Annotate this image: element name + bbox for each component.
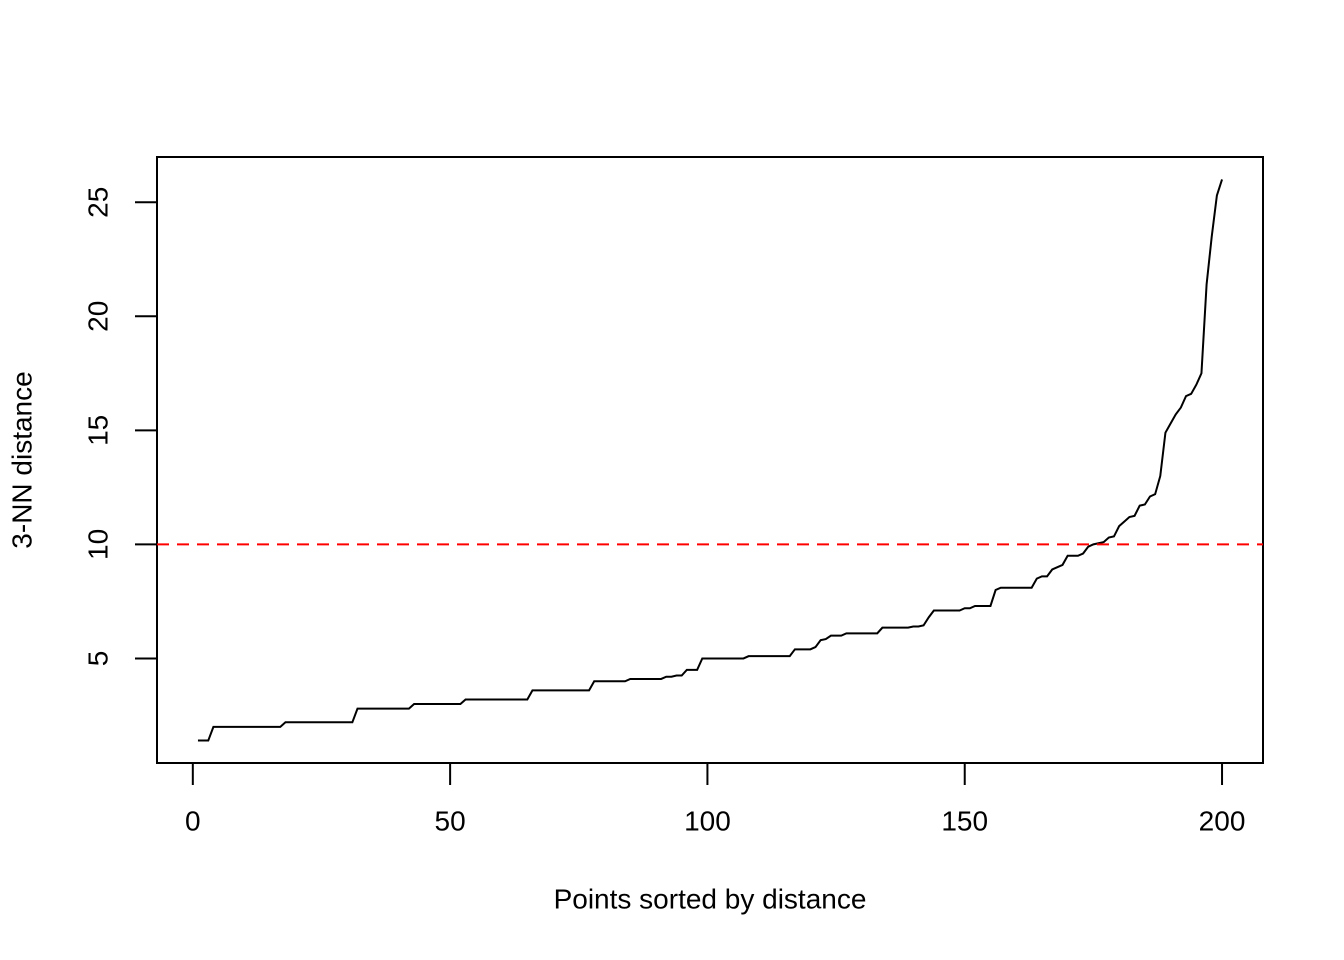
x-tick-label: 200: [1199, 805, 1246, 836]
y-tick-label: 20: [82, 301, 113, 332]
x-axis-label: Points sorted by distance: [554, 883, 867, 914]
x-tick-label: 0: [185, 805, 201, 836]
y-tick-label: 25: [82, 187, 113, 218]
y-tick-label: 5: [82, 651, 113, 667]
y-axis-label: 3-NN distance: [6, 371, 37, 548]
x-tick-label: 100: [684, 805, 731, 836]
x-tick-label: 150: [941, 805, 988, 836]
data-line: [197, 179, 1223, 742]
plot-box: [156, 156, 1264, 764]
x-tick-label: 50: [435, 805, 466, 836]
y-tick-label: 10: [82, 529, 113, 560]
y-tick-label: 15: [82, 415, 113, 446]
